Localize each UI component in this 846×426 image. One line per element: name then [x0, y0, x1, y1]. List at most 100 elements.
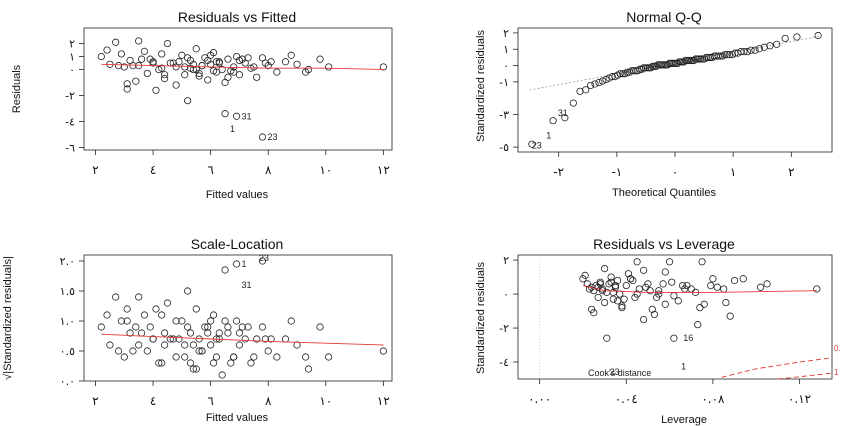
sl-point	[106, 341, 114, 349]
qq-point	[561, 114, 569, 122]
rvf-point-label: 31	[242, 111, 252, 121]
qq-point	[699, 55, 707, 63]
sl-point	[258, 323, 267, 331]
qq-y-axis: ٢ ١ ٠ -١ -٣ -٥	[499, 27, 518, 154]
sl-point-label: 23	[259, 253, 269, 263]
sl-point	[221, 266, 229, 274]
sl-smoother-line	[101, 333, 384, 346]
rvl-points	[579, 258, 821, 342]
rvl-point	[661, 300, 669, 308]
rvf-point	[204, 56, 212, 65]
rvl-xtick-label: ٠.٠٤	[615, 392, 638, 406]
panel-scale-location: Scale-Location ٠.٠٠.٥١.٠١.٥٢.٠ ٢ ٤ ٦ ٨ ١٠ ١٢ …	[2, 236, 393, 424]
rvl-point	[670, 334, 678, 342]
sl-point	[103, 311, 111, 319]
qq-point	[692, 55, 700, 63]
sl-point	[244, 323, 252, 331]
sl-point	[198, 347, 206, 355]
rvl-point	[624, 270, 633, 278]
sl-point	[166, 335, 174, 343]
rvl-cooks-contour-upper	[721, 357, 833, 378]
sl-point	[158, 311, 166, 319]
sl-point	[160, 341, 169, 349]
qq-point	[649, 62, 657, 70]
rvf-point	[117, 50, 126, 58]
qq-point	[697, 55, 705, 63]
sl-point	[123, 305, 131, 313]
sl-point	[281, 335, 290, 343]
rvf-point	[155, 65, 163, 74]
rvf-point	[273, 68, 281, 76]
qq-point	[652, 62, 660, 70]
qq-point-label: 1	[546, 131, 551, 141]
sl-point	[184, 287, 192, 295]
rvf-point	[158, 50, 166, 58]
rvf-ytick-label: -٦	[65, 141, 75, 154]
sl-point	[112, 293, 120, 301]
rvf-point	[189, 60, 197, 68]
qq-point	[643, 64, 651, 72]
sl-point	[123, 317, 131, 325]
sl-point	[201, 323, 209, 331]
sl-point	[181, 341, 189, 349]
rvf-point	[152, 86, 160, 94]
qq-ytick-label: ٢	[503, 27, 509, 40]
rvl-point	[639, 315, 648, 324]
qq-reference-line	[529, 35, 821, 91]
rvl-point-label: 16	[683, 333, 693, 343]
rvf-point	[114, 62, 123, 70]
rvl-ylabel: Standardized residuals	[475, 262, 487, 374]
rvf-xtick-label: ١٠	[319, 163, 332, 177]
rvl-cooks-contour-lower	[777, 372, 833, 380]
rvf-point	[160, 71, 169, 79]
rvf-point	[123, 80, 131, 88]
sl-point-labels: 1 31 23	[242, 253, 269, 290]
rvf-point	[287, 51, 295, 59]
qq-ytick-label: ٠	[503, 60, 509, 73]
rvl-point	[670, 292, 678, 300]
sl-point	[97, 323, 105, 331]
sl-point	[379, 347, 387, 355]
rvf-y-axis: ٢١٠ -٢ -٤ -٦	[65, 38, 84, 154]
rvl-point	[655, 287, 663, 295]
sl-point	[232, 317, 241, 325]
rvf-points	[97, 37, 387, 141]
rvl-point	[763, 280, 771, 288]
sl-point	[186, 329, 195, 337]
rvl-point	[633, 290, 641, 298]
rvl-point	[720, 285, 728, 293]
sl-title: Scale-Location	[191, 236, 284, 252]
rvf-x-axis: ٢ ٤ ٦ ٨ ١٠ ١٢	[92, 150, 390, 177]
sl-points	[97, 257, 387, 379]
rvf-point	[184, 54, 192, 62]
rvl-point	[700, 300, 708, 308]
rvl-point	[618, 304, 626, 312]
sl-point	[181, 353, 189, 361]
sl-xtick-label: ٢	[92, 394, 98, 408]
sl-point	[304, 365, 313, 373]
rvl-point	[730, 276, 739, 285]
sl-point	[224, 329, 232, 337]
rvf-point-labels: 31 1 23	[230, 111, 277, 142]
rvl-point	[588, 305, 596, 313]
rvl-point	[668, 278, 676, 286]
rvf-point	[212, 58, 221, 66]
rvl-point	[609, 295, 617, 303]
sl-ytick-label: ١.٠	[60, 315, 75, 328]
sl-point	[186, 359, 195, 367]
qq-point	[760, 43, 768, 51]
sl-point	[189, 341, 197, 349]
qq-point	[647, 64, 655, 72]
qq-point	[751, 46, 759, 54]
qq-point	[599, 77, 607, 85]
sl-xtick-label: ٤	[150, 394, 156, 408]
rvl-cooks-label-lower: 1	[834, 368, 839, 377]
rvl-point	[596, 278, 604, 286]
sl-point	[212, 353, 221, 361]
rvf-ytick-label: -٢	[65, 89, 75, 102]
sl-point	[302, 353, 310, 361]
sl-ytick-label: ٢.٠	[60, 255, 75, 268]
rvl-point	[629, 276, 637, 285]
qq-point	[582, 86, 590, 94]
rvl-point	[596, 280, 604, 288]
